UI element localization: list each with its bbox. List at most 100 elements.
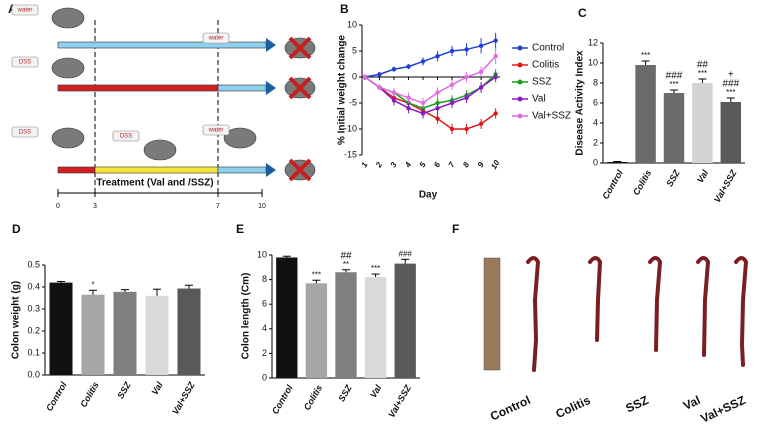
x-axis-title: Day <box>419 190 438 201</box>
series-line <box>364 55 497 104</box>
colon <box>734 256 749 367</box>
bar <box>145 295 169 375</box>
y-tick-label: 0.5 <box>27 259 40 269</box>
panel-label: F <box>452 222 459 236</box>
bar <box>364 277 387 378</box>
significance-label: ### <box>722 79 739 90</box>
legend-label: Val+SSZ <box>532 111 571 122</box>
panel-label: B <box>340 2 349 16</box>
category-label: SSZ <box>336 383 354 404</box>
panel-label: D <box>12 222 21 236</box>
group-label: SSZ <box>624 393 651 416</box>
point <box>478 121 484 127</box>
group-label: Control <box>488 393 533 424</box>
point <box>493 38 498 43</box>
point <box>478 43 484 48</box>
bar <box>635 65 656 163</box>
timeline-label: 10 <box>258 203 266 210</box>
mouse <box>51 7 85 29</box>
bottle-label: water <box>208 36 224 42</box>
point <box>377 85 382 90</box>
legend-marker <box>517 45 523 51</box>
significance-label: *** <box>371 264 380 273</box>
y-axis-title: Disease Activity Index <box>575 50 586 156</box>
mouse <box>51 57 85 79</box>
arrow-head <box>266 163 276 177</box>
group-label: Colitis <box>553 393 592 421</box>
y-tick-label: 6 <box>593 97 598 107</box>
significance-label: *** <box>698 69 707 78</box>
y-tick-label: 8 <box>262 274 267 284</box>
category-label: Val+SSZ <box>712 168 739 205</box>
y-axis-title: Colon weight (g) <box>11 281 22 359</box>
water-bar <box>217 84 267 92</box>
bar <box>606 162 628 163</box>
category-label: Control <box>600 168 625 201</box>
point <box>493 111 498 116</box>
bar <box>394 263 416 378</box>
significance-label: * <box>91 280 94 289</box>
bar <box>335 272 357 378</box>
x-tick-label: 7 <box>447 160 457 169</box>
point <box>464 47 469 52</box>
significance-label: *** <box>312 270 321 279</box>
panel-label: E <box>236 222 244 236</box>
y-tick-label: 0 <box>352 71 357 81</box>
bottle <box>202 124 230 136</box>
point <box>478 69 484 75</box>
cross <box>288 76 312 100</box>
bar <box>49 282 73 375</box>
bar <box>305 283 328 378</box>
panel-f-photo <box>483 256 749 372</box>
cross <box>288 158 312 182</box>
y-tick-label: 4 <box>262 323 267 333</box>
y-tick-label: 0.3 <box>27 303 40 313</box>
point <box>420 59 426 64</box>
legend-marker <box>517 79 523 85</box>
mouse <box>223 127 257 149</box>
point <box>449 48 455 54</box>
y-tick-label: 10 <box>347 19 357 29</box>
group-label: Val <box>681 393 703 413</box>
water-bar <box>217 166 267 174</box>
y-tick-label: 4 <box>593 117 598 127</box>
category-label: Val+SSZ <box>386 383 413 420</box>
bottle-label: DSS <box>120 134 132 140</box>
treatment-label: Treatment (Val and /SSZ) <box>96 178 213 189</box>
treatment-bar <box>94 166 219 174</box>
colon <box>526 256 541 372</box>
panel-a-diagram: A Treatment (Val and /SSZ) <box>8 2 316 194</box>
point <box>478 85 484 90</box>
bottle-label: DSS <box>19 60 31 66</box>
category-label: Colitis <box>78 380 100 409</box>
point <box>449 126 455 132</box>
timeline-label: 3 <box>93 203 97 210</box>
dss-bar <box>57 84 219 92</box>
significance-label: ## <box>697 60 709 71</box>
bottle-label: DSS <box>19 130 31 136</box>
timeline-label: 7 <box>216 203 220 210</box>
x-tick-label: 6 <box>432 160 442 169</box>
x-tick-label: 1 <box>360 160 370 169</box>
point <box>420 111 426 116</box>
significance-label: *** <box>726 88 735 97</box>
ruler <box>483 257 501 371</box>
series-line <box>364 76 497 115</box>
colon <box>588 256 603 342</box>
category-label: Val <box>695 168 710 185</box>
mouse <box>51 127 85 149</box>
series-line <box>364 76 497 130</box>
y-tick-label: 0.4 <box>27 281 40 291</box>
point <box>406 95 411 101</box>
bar <box>720 102 742 163</box>
point <box>362 74 368 80</box>
point <box>391 90 397 95</box>
y-tick-label: 8 <box>593 77 598 87</box>
legend-marker <box>517 62 523 68</box>
y-tick-label: 0 <box>593 157 598 167</box>
legend-marker <box>517 113 523 119</box>
y-tick-label: 10 <box>257 249 267 259</box>
water-bar <box>57 41 267 49</box>
x-tick-label: 3 <box>389 160 399 169</box>
point <box>464 126 469 132</box>
